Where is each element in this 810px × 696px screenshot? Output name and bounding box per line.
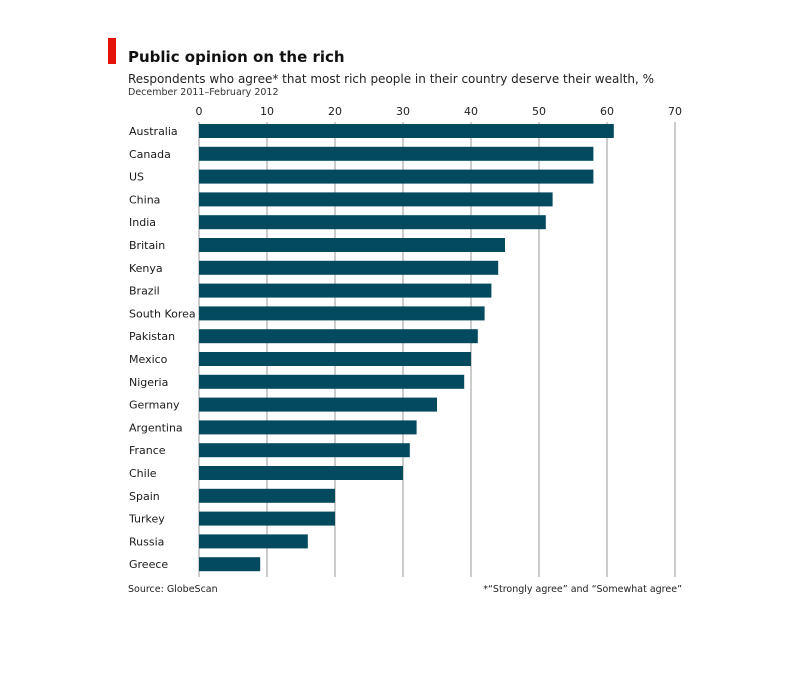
category-label: Britain xyxy=(129,239,165,252)
x-tick-label: 20 xyxy=(328,105,342,118)
bar xyxy=(199,283,492,298)
bar xyxy=(199,352,471,366)
bar xyxy=(199,466,403,480)
category-label: Canada xyxy=(129,148,171,161)
bar xyxy=(199,192,553,207)
category-label: Greece xyxy=(129,558,168,571)
category-label: Kenya xyxy=(129,262,163,275)
category-label: Brazil xyxy=(129,285,160,298)
category-label: Argentina xyxy=(129,421,183,434)
bar xyxy=(199,374,465,389)
bar xyxy=(199,260,499,275)
source-note: Source: GlobeScan xyxy=(128,584,218,595)
category-label: Russia xyxy=(129,535,164,548)
category-label: Germany xyxy=(129,399,180,412)
category-label: Chile xyxy=(129,467,157,480)
bar xyxy=(199,329,478,344)
category-label: Nigeria xyxy=(129,376,168,389)
bar xyxy=(199,511,335,526)
category-label: Spain xyxy=(129,490,160,503)
category-label: China xyxy=(129,193,160,206)
bar xyxy=(199,534,308,549)
date-range: December 2011–February 2012 xyxy=(128,87,279,98)
bar xyxy=(199,124,614,138)
bar xyxy=(199,488,335,503)
footnote: *“Strongly agree” and “Somewhat agree” xyxy=(483,584,682,595)
bar xyxy=(199,306,485,321)
bar xyxy=(199,215,546,230)
bar xyxy=(199,557,261,572)
category-label: Pakistan xyxy=(129,330,175,343)
x-tick-label: 70 xyxy=(668,105,682,118)
x-tick-label: 40 xyxy=(464,105,478,118)
x-tick-label: 60 xyxy=(600,105,614,118)
bar xyxy=(199,238,505,252)
category-label: Mexico xyxy=(129,353,168,366)
bar xyxy=(199,146,594,161)
bar xyxy=(199,420,417,435)
category-label: India xyxy=(129,216,156,229)
x-tick-label: 50 xyxy=(532,105,546,118)
chart-title: Public opinion on the rich xyxy=(128,48,345,66)
bar xyxy=(199,169,594,184)
red-accent-tag xyxy=(108,38,116,64)
x-tick-label: 10 xyxy=(260,105,274,118)
category-label: Australia xyxy=(129,125,178,138)
category-label: Turkey xyxy=(128,513,165,526)
x-tick-label: 0 xyxy=(196,105,203,118)
category-label: South Korea xyxy=(129,307,196,320)
chart-subtitle: Respondents who agree* that most rich pe… xyxy=(128,72,655,86)
category-label: US xyxy=(129,171,144,184)
category-label: France xyxy=(129,444,166,457)
bar xyxy=(199,397,437,412)
x-tick-label: 30 xyxy=(396,105,410,118)
bar xyxy=(199,443,410,458)
